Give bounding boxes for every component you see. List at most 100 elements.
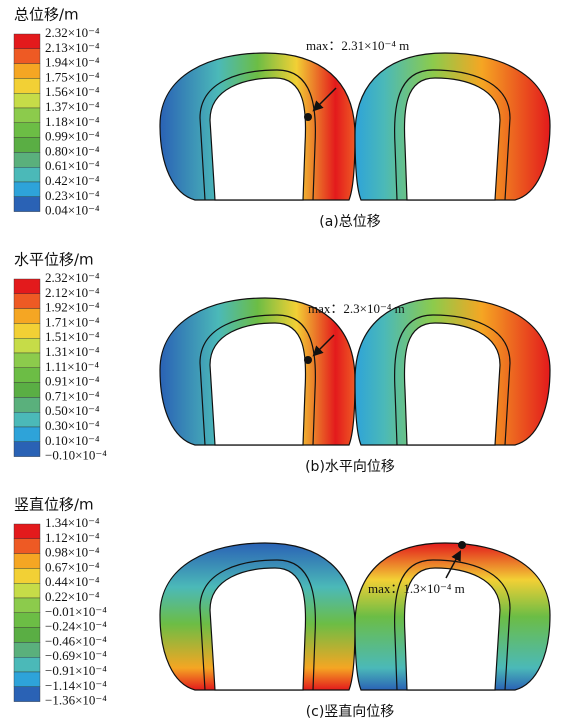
annotation: max：2.31×10⁻⁴ m	[306, 38, 409, 53]
legend-swatch	[14, 524, 40, 539]
legend-label: 0.23×10⁻⁴	[45, 188, 100, 203]
legend-label: 1.56×10⁻⁴	[45, 84, 100, 99]
tunnel	[160, 298, 355, 445]
legend-swatch	[14, 383, 40, 398]
legend-label: 0.80×10⁻⁴	[45, 143, 100, 158]
legend-title: 水平位移/m	[14, 251, 94, 269]
legend-swatch	[14, 687, 40, 702]
tunnel-opening	[210, 78, 306, 200]
legend-swatch	[14, 323, 40, 338]
legend-label: 0.71×10⁻⁴	[45, 388, 100, 403]
legend-swatch	[14, 368, 40, 383]
legend-label: 1.11×10⁻⁴	[45, 359, 99, 374]
legend-label: 2.13×10⁻⁴	[45, 40, 100, 55]
tunnel-opening	[404, 78, 500, 200]
legend-swatch	[14, 672, 40, 687]
legend-swatch	[14, 309, 40, 324]
legend-swatch	[14, 353, 40, 368]
panel: 总位移/m2.32×10⁻⁴2.13×10⁻⁴1.94×10⁻⁴1.75×10⁻…	[14, 6, 550, 231]
legend-swatch	[14, 613, 40, 628]
legend-label: 0.91×10⁻⁴	[45, 374, 100, 389]
legend-swatch	[14, 279, 40, 294]
tunnel-opening	[210, 323, 306, 445]
max-point	[304, 113, 312, 121]
legend-swatch	[14, 397, 40, 412]
max-point	[458, 541, 466, 549]
legend-swatch	[14, 568, 40, 583]
legend-label: −0.69×10⁻⁴	[45, 648, 107, 663]
legend-swatch	[14, 108, 40, 123]
legend-label: 0.67×10⁻⁴	[45, 559, 100, 574]
legend-label: 1.37×10⁻⁴	[45, 99, 100, 114]
legend-label: 0.98×10⁻⁴	[45, 545, 100, 560]
legend-label: 1.34×10⁻⁴	[45, 515, 100, 530]
legend-label: −1.36×10⁻⁴	[45, 693, 107, 708]
legend-label: 1.12×10⁻⁴	[45, 530, 100, 545]
legend-swatch	[14, 49, 40, 64]
legend-label: 0.50×10⁻⁴	[45, 403, 100, 418]
figure: 总位移/m2.32×10⁻⁴2.13×10⁻⁴1.94×10⁻⁴1.75×10⁻…	[0, 0, 562, 723]
legend-swatch	[14, 64, 40, 79]
legend-title: 竖直位移/m	[14, 496, 94, 514]
annotation: max：1.3×10⁻⁴ m	[368, 581, 465, 596]
legend-swatch	[14, 539, 40, 554]
legend-label: 2.32×10⁻⁴	[45, 25, 100, 40]
legend-swatch	[14, 338, 40, 353]
legend-label: 1.75×10⁻⁴	[45, 69, 100, 84]
legend-label: −0.46×10⁻⁴	[45, 633, 107, 648]
legend-label: 1.92×10⁻⁴	[45, 300, 100, 315]
tunnel-opening	[210, 568, 306, 690]
legend-swatch	[14, 427, 40, 442]
caption: (a)总位移	[319, 214, 381, 230]
legend-swatch	[14, 34, 40, 49]
legend-label: 2.32×10⁻⁴	[45, 270, 100, 285]
legend-swatch	[14, 554, 40, 569]
tunnel-opening	[404, 323, 500, 445]
legend-swatch	[14, 294, 40, 309]
caption: (c)竖直向位移	[306, 703, 395, 720]
legend-label: 0.04×10⁻⁴	[45, 203, 100, 218]
legend-swatch	[14, 657, 40, 672]
legend-label: 1.18×10⁻⁴	[45, 114, 100, 129]
panel: 竖直位移/m1.34×10⁻⁴1.12×10⁻⁴0.98×10⁻⁴0.67×10…	[14, 496, 550, 721]
legend-label: 0.44×10⁻⁴	[45, 574, 100, 589]
legend-label: −1.14×10⁻⁴	[45, 678, 107, 693]
annotation: max：2.3×10⁻⁴ m	[308, 301, 405, 316]
page: 总位移/m2.32×10⁻⁴2.13×10⁻⁴1.94×10⁻⁴1.75×10⁻…	[0, 0, 562, 728]
legend-label: 0.42×10⁻⁴	[45, 173, 100, 188]
legend-swatch	[14, 167, 40, 182]
legend-label: −0.91×10⁻⁴	[45, 663, 107, 678]
legend-swatch	[14, 78, 40, 93]
legend-swatch	[14, 628, 40, 643]
tunnel	[160, 543, 355, 690]
legend-swatch	[14, 93, 40, 108]
max-point	[304, 356, 312, 364]
legend-label: 0.61×10⁻⁴	[45, 158, 100, 173]
legend-label: −0.10×10⁻⁴	[45, 448, 107, 463]
legend-label: 1.31×10⁻⁴	[45, 344, 100, 359]
legend-label: 1.94×10⁻⁴	[45, 55, 100, 70]
legend-swatch	[14, 442, 40, 457]
tunnel	[355, 298, 550, 445]
legend-label: 2.12×10⁻⁴	[45, 285, 100, 300]
legend-swatch	[14, 598, 40, 613]
legend-label: 1.71×10⁻⁴	[45, 314, 100, 329]
legend-label: −0.24×10⁻⁴	[45, 619, 107, 634]
legend-label: 0.22×10⁻⁴	[45, 589, 100, 604]
legend-swatch	[14, 197, 40, 212]
legend-swatch	[14, 412, 40, 427]
legend-swatch	[14, 123, 40, 138]
legend-swatch	[14, 152, 40, 167]
legend-swatch	[14, 642, 40, 657]
legend-label: 0.99×10⁻⁴	[45, 129, 100, 144]
legend-swatch	[14, 583, 40, 598]
legend-swatch	[14, 138, 40, 153]
panel: 水平位移/m2.32×10⁻⁴2.12×10⁻⁴1.92×10⁻⁴1.71×10…	[14, 251, 550, 476]
tunnel	[160, 53, 355, 200]
legend-title: 总位移/m	[14, 6, 79, 24]
legend-swatch	[14, 182, 40, 197]
caption: (b)水平向位移	[305, 459, 395, 475]
legend-label: −0.01×10⁻⁴	[45, 604, 107, 619]
legend-label: 0.30×10⁻⁴	[45, 418, 100, 433]
legend-label: 1.51×10⁻⁴	[45, 329, 100, 344]
